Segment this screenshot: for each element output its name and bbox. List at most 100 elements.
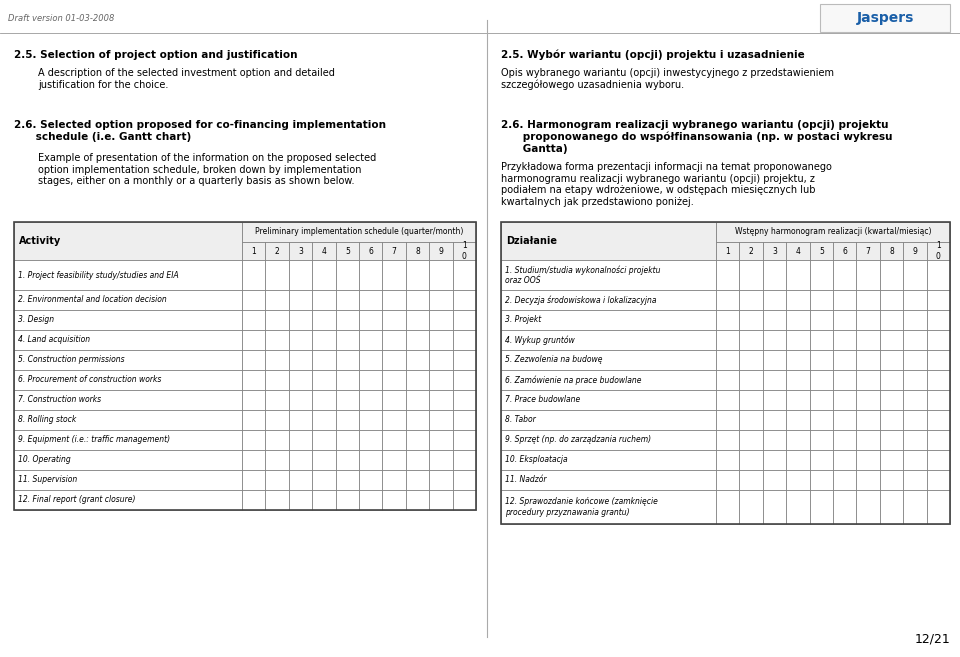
Bar [739,370,763,390]
Bar [856,350,879,370]
Bar [14,490,242,510]
Bar [265,290,289,310]
Bar [856,450,879,470]
Bar [242,370,265,390]
Bar [429,410,452,430]
Bar [382,242,406,260]
Bar [833,490,856,524]
Bar [809,242,833,260]
Bar [716,222,950,242]
Bar [429,330,452,350]
Bar [856,370,879,390]
Bar [359,450,382,470]
Bar [763,430,786,450]
Bar [501,290,716,310]
Bar [501,390,716,410]
Bar [716,410,739,430]
Bar [382,290,406,310]
Bar [926,390,950,410]
Bar [763,350,786,370]
Bar [312,390,336,410]
Bar [242,310,265,330]
Bar [833,410,856,430]
Bar [856,260,879,290]
Bar [926,370,950,390]
Bar [265,470,289,490]
Bar [809,410,833,430]
Text: 2.5. Wybór wariantu (opcji) projektu i uzasadnienie: 2.5. Wybór wariantu (opcji) projektu i u… [501,50,804,60]
Bar [452,330,476,350]
Bar [763,470,786,490]
Bar [14,450,242,470]
Bar [452,470,476,490]
Bar [501,330,716,350]
Bar [359,260,382,290]
Bar [786,290,809,310]
Bar [501,410,716,430]
Bar [14,410,242,430]
Bar [14,470,242,490]
Bar [739,260,763,290]
Bar [786,330,809,350]
Bar [452,370,476,390]
Bar [242,330,265,350]
Bar [242,430,265,450]
Text: A description of the selected investment option and detailed
justification for t: A description of the selected investment… [38,68,335,89]
Bar [289,430,312,450]
Bar [833,450,856,470]
Bar [242,222,476,242]
Bar [14,222,242,260]
Bar [716,290,739,310]
Bar [739,410,763,430]
Bar [452,430,476,450]
Bar [926,490,950,524]
Bar [926,260,950,290]
Bar [265,490,289,510]
Bar [452,450,476,470]
Bar [406,390,429,410]
Text: Activity: Activity [19,236,61,246]
Text: 2.6. Selected option proposed for co-financing implementation
      schedule (i.: 2.6. Selected option proposed for co-fin… [14,120,386,142]
Bar [856,290,879,310]
Text: 4: 4 [796,246,801,256]
Text: Preliminary implementation schedule (quarter/month): Preliminary implementation schedule (qua… [254,227,463,237]
Bar [903,290,926,310]
Bar [809,290,833,310]
Bar [406,242,429,260]
Text: Opis wybranego wariantu (opcji) inwestycyjnego z przedstawieniem
szczegółowego u: Opis wybranego wariantu (opcji) inwestyc… [501,68,834,90]
Bar [336,242,359,260]
Bar [739,430,763,450]
Bar [406,370,429,390]
Bar [739,350,763,370]
Bar [14,370,242,390]
Text: 3: 3 [772,246,777,256]
Bar [265,410,289,430]
Bar [312,450,336,470]
Bar [809,330,833,350]
Text: Wstępny harmonogram realizacji (kwartal/miesiąc): Wstępny harmonogram realizacji (kwartal/… [734,227,931,237]
Bar [501,430,716,450]
Bar [903,330,926,350]
Bar [359,370,382,390]
Bar [452,310,476,330]
Bar [809,390,833,410]
Bar [716,490,739,524]
Bar [265,330,289,350]
Bar [879,370,903,390]
Bar [359,470,382,490]
Bar [429,490,452,510]
Bar [452,390,476,410]
Bar [336,450,359,470]
Text: 7. Prace budowlane: 7. Prace budowlane [505,396,580,405]
Bar [359,490,382,510]
Bar [452,410,476,430]
Bar [289,370,312,390]
Bar [763,370,786,390]
Bar [452,260,476,290]
Bar [879,260,903,290]
Bar [429,390,452,410]
Bar [265,390,289,410]
Bar [763,450,786,470]
Bar [903,490,926,524]
Bar [312,370,336,390]
